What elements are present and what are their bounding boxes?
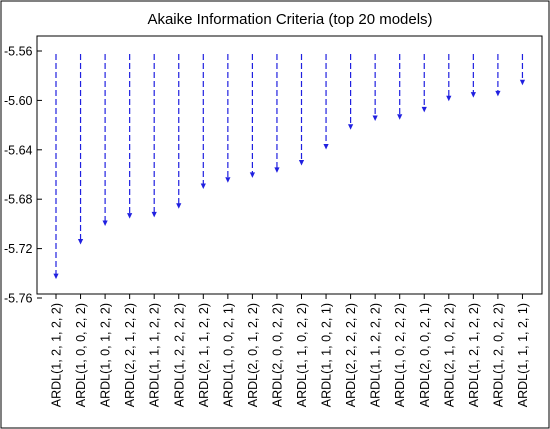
- plot-area: [36, 35, 543, 295]
- data-point-arrow: [225, 177, 231, 183]
- x-category-label: ARDL(2, 1, 0, 2, 2): [442, 303, 456, 407]
- data-point-arrow: [495, 90, 501, 97]
- data-point-arrow: [323, 143, 329, 150]
- data-series: [53, 54, 526, 280]
- x-category-label: ARDL(1, 1, 0, 2, 2): [295, 303, 309, 407]
- y-tick-label: -5.60: [4, 94, 33, 108]
- data-point-arrow: [176, 203, 182, 209]
- x-category-label: ARDL(2, 1, 1, 2, 2): [197, 303, 211, 407]
- x-category-label: ARDL(2, 2, 2, 2, 2): [344, 303, 358, 407]
- data-point-arrow: [519, 79, 526, 86]
- y-tick-label: -5.64: [4, 143, 33, 157]
- x-category-label: ARDL(1, 0, 0, 2, 1): [221, 303, 235, 407]
- data-point-arrow: [470, 92, 476, 98]
- data-point-arrow: [77, 239, 84, 245]
- x-category-label: ARDL(1, 2, 1, 2, 2): [467, 303, 481, 407]
- chart-title: Akaike Information Criteria (top 20 mode…: [147, 11, 432, 28]
- data-point-arrow: [348, 124, 354, 130]
- x-category-label: ARDL(2, 0, 1, 2, 2): [246, 303, 260, 407]
- x-category-label: ARDL(1, 2, 0, 2, 2): [491, 303, 505, 407]
- data-point-arrow: [446, 95, 452, 102]
- data-point-arrow: [372, 115, 378, 122]
- x-category-label: ARDL(1, 1, 0, 2, 1): [320, 303, 334, 407]
- x-category-label: ARDL(1, 1, 1, 2, 1): [516, 303, 530, 407]
- y-tick-label: -5.76: [4, 292, 33, 306]
- x-category-label: ARDL(1, 0, 2, 2, 2): [393, 303, 407, 407]
- data-point-arrow: [127, 213, 133, 219]
- y-axis: -5.56 -5.60 -5.64 -5.68 -5.72 -5.76: [4, 45, 42, 306]
- data-point-arrow: [397, 114, 403, 120]
- x-category-label: ARDL(1, 2, 1, 2, 2): [50, 303, 64, 407]
- y-tick-label: -5.56: [4, 45, 33, 59]
- y-tick-label: -5.68: [4, 193, 33, 207]
- x-category-label: ARDL(2, 2, 1, 2, 2): [123, 303, 137, 407]
- x-category-label: ARDL(1, 1, 1, 2, 2): [148, 303, 162, 407]
- data-point-arrow: [151, 211, 157, 218]
- x-category-label: ARDL(1, 0, 1, 2, 2): [99, 303, 113, 407]
- data-point-arrow: [200, 183, 206, 189]
- data-point-arrow: [298, 160, 305, 166]
- y-tick-label: -5.72: [4, 242, 33, 256]
- data-point-arrow: [421, 106, 427, 113]
- data-point-arrow: [274, 167, 280, 173]
- x-category-label: ARDL(1, 2, 2, 2, 2): [172, 303, 186, 407]
- x-category-label: ARDL(2, 0, 0, 2, 2): [270, 303, 284, 407]
- x-axis: ARDL(1, 2, 1, 2, 2) ARDL(1, 0, 0, 2, 2) AR…: [50, 294, 530, 407]
- x-category-label: ARDL(1, 1, 2, 2, 2): [369, 303, 383, 407]
- data-point-arrow: [102, 220, 108, 227]
- x-category-label: ARDL(1, 0, 0, 2, 2): [74, 303, 88, 407]
- x-category-label: ARDL(2, 0, 0, 2, 1): [418, 303, 432, 407]
- data-point-arrow: [53, 273, 59, 280]
- data-point-arrow: [249, 172, 255, 178]
